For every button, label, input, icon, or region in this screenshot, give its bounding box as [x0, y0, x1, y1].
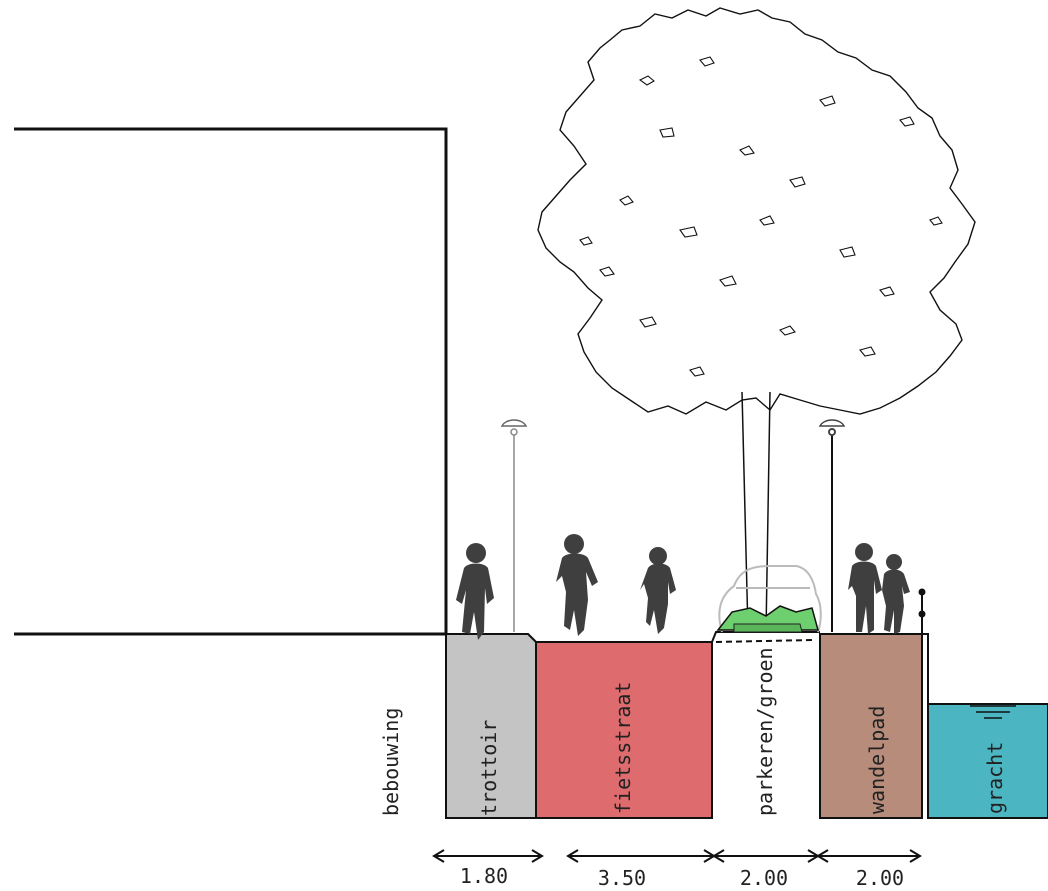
- street-lamp: [500, 419, 528, 632]
- dimension-trottoir: 1.80: [460, 864, 508, 888]
- cyclist-silhouette: [640, 547, 676, 634]
- car: [718, 565, 822, 633]
- dimension-fietsstraat: 3.50: [598, 866, 646, 890]
- tree-trunk: [741, 391, 771, 633]
- tree: [537, 7, 976, 633]
- dimension-wandelpad: 2.00: [856, 866, 904, 890]
- label-wandelpad: wandelpad: [865, 706, 889, 814]
- dimension-parkeren: 2.00: [740, 866, 788, 890]
- cyclist-silhouette: [556, 534, 598, 636]
- water-level-icon: [970, 705, 1016, 719]
- label-trottoir: trottoir: [477, 720, 501, 816]
- street-lamp: [818, 419, 846, 632]
- building-outline: [14, 127, 448, 636]
- label-parkeren-groen: parkeren/groen: [753, 647, 777, 816]
- zone-gracht: [927, 703, 1048, 819]
- label-gracht: gracht: [983, 742, 1007, 814]
- pedestrian-silhouette: [456, 543, 494, 640]
- zone-wandelpad: [819, 633, 923, 819]
- label-bebouwing: bebouwing: [379, 708, 403, 816]
- label-fietsstraat: fietsstraat: [611, 682, 635, 814]
- pedestrian-silhouette: [848, 543, 882, 634]
- zone-fietsstraat: [535, 641, 713, 819]
- bollard: [918, 588, 926, 634]
- pedestrian-silhouette: [882, 554, 910, 634]
- parkeren-dashed: [715, 639, 813, 643]
- dimension-line: [432, 849, 922, 863]
- tree-canopy: [537, 7, 976, 415]
